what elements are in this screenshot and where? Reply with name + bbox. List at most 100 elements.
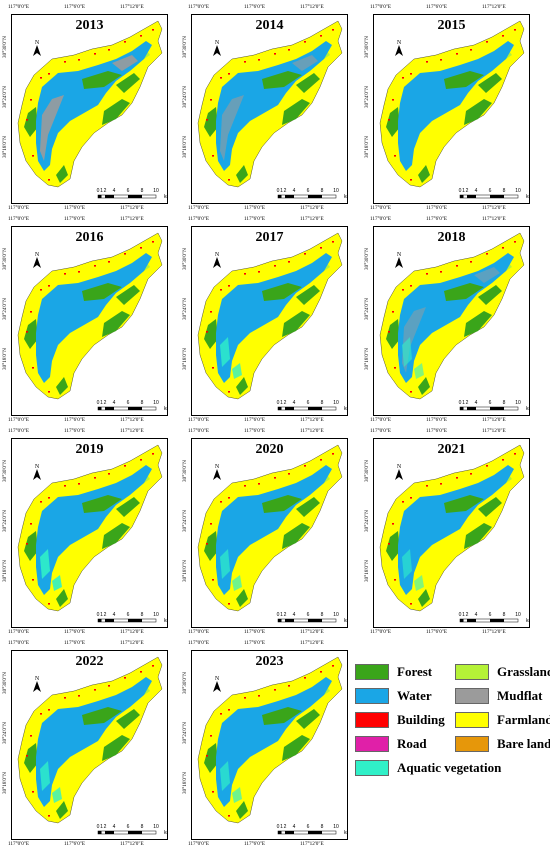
lon-label: 117°6'0"E xyxy=(64,428,86,434)
svg-text:0: 0 xyxy=(97,824,100,830)
forest-patch xyxy=(262,707,302,725)
building-patch xyxy=(392,311,394,313)
lon-label: 117°12'0"E xyxy=(482,4,506,10)
svg-text:10: 10 xyxy=(153,824,159,830)
aquatic-vegetation-area xyxy=(402,337,412,367)
year-title: 2022 xyxy=(75,654,104,669)
svg-text:6: 6 xyxy=(307,188,310,194)
mudflat-area xyxy=(112,55,138,71)
building-patch xyxy=(228,497,230,499)
north-arrow-icon: N xyxy=(395,40,403,56)
forest-patch xyxy=(296,709,320,729)
building-patch xyxy=(48,815,50,817)
building-patch xyxy=(220,501,222,503)
lat-label: 30°18'0"N xyxy=(2,136,8,158)
lat-label: 30°18'0"N xyxy=(182,560,188,582)
svg-text:6: 6 xyxy=(489,612,492,618)
svg-text:4: 4 xyxy=(475,400,478,406)
lon-label: 117°0'0"E xyxy=(370,417,392,423)
svg-text:10: 10 xyxy=(333,400,339,406)
legend-swatch-aquatic-vegetation xyxy=(355,760,389,776)
lon-label: 117°12'0"E xyxy=(482,428,506,434)
building-patch xyxy=(456,265,458,267)
lon-label: 117°0'0"E xyxy=(370,4,392,10)
svg-text:0: 0 xyxy=(459,188,462,194)
lon-label: 117°0'0"E xyxy=(8,417,30,423)
lat-label: 30°24'0"N xyxy=(2,298,8,320)
svg-text:0: 0 xyxy=(97,400,100,406)
lat-label: 30°30'0"N xyxy=(182,460,188,482)
svg-text:4: 4 xyxy=(113,188,116,194)
svg-text:8: 8 xyxy=(321,188,324,194)
building-patch xyxy=(502,459,504,461)
legend-item-farmland: Farmland xyxy=(455,712,550,728)
aquatic-vegetation-area xyxy=(220,549,230,579)
svg-text:N: N xyxy=(397,252,402,258)
lat-label: 30°18'0"N xyxy=(182,136,188,158)
svg-text:10: 10 xyxy=(153,400,159,406)
svg-text:8: 8 xyxy=(141,188,144,194)
forest-patch xyxy=(116,73,140,93)
svg-text:km: km xyxy=(344,618,348,624)
svg-text:km: km xyxy=(164,194,168,200)
lat-label: 30°24'0"N xyxy=(182,86,188,108)
lon-label: 117°6'0"E xyxy=(244,4,266,10)
lat-label: 30°30'0"N xyxy=(182,248,188,270)
svg-text:8: 8 xyxy=(141,612,144,618)
building-patch xyxy=(440,59,442,61)
lon-label: 117°6'0"E xyxy=(426,216,448,222)
building-patch xyxy=(152,453,154,455)
svg-text:4: 4 xyxy=(113,824,116,830)
svg-text:1: 1 xyxy=(280,400,283,406)
building-patch xyxy=(140,35,142,37)
svg-text:10: 10 xyxy=(333,824,339,830)
building-patch xyxy=(470,261,472,263)
building-patch xyxy=(274,53,276,55)
lon-label: 117°6'0"E xyxy=(244,428,266,434)
scale-bar: 0 1 2 4 6 8 10 km xyxy=(277,612,348,624)
water-body xyxy=(398,41,514,171)
north-arrow-icon: N xyxy=(33,40,41,56)
legend: Forest Grassland Water Mudflat Building … xyxy=(355,664,550,776)
svg-text:8: 8 xyxy=(503,612,506,618)
svg-text:km: km xyxy=(344,406,348,412)
building-patch xyxy=(206,119,208,121)
forest-patch xyxy=(204,743,218,773)
svg-text:2: 2 xyxy=(104,400,107,406)
svg-text:8: 8 xyxy=(503,188,506,194)
lon-label: 117°12'0"E xyxy=(482,417,506,423)
aquatic-vegetation-area xyxy=(414,363,424,379)
building-patch xyxy=(48,497,50,499)
svg-text:1: 1 xyxy=(100,612,103,618)
svg-text:6: 6 xyxy=(127,824,130,830)
map-frame: 2021 N 0 1 2 4 6 8 10 km xyxy=(373,438,530,628)
building-patch xyxy=(470,49,472,51)
forest-patch xyxy=(464,523,492,549)
building-patch xyxy=(514,453,516,455)
lat-label: 30°18'0"N xyxy=(364,560,370,582)
scale-bar: 0 1 2 4 6 8 10 km xyxy=(97,188,168,200)
forest-patch xyxy=(444,71,484,89)
forest-patch xyxy=(82,283,122,301)
lon-label: 117°6'0"E xyxy=(244,841,266,847)
mudflat-area xyxy=(40,95,64,161)
svg-text:km: km xyxy=(164,830,168,836)
water-body xyxy=(216,677,332,807)
building-patch xyxy=(392,99,394,101)
forest-patch xyxy=(464,99,492,125)
building-patch xyxy=(30,99,32,101)
lon-label: 117°0'0"E xyxy=(188,629,210,635)
map-panel-2018: 117°0'0"E 117°6'0"E 117°12'0"E 2018 N 0 1 2 4 6 8 1… xyxy=(362,212,530,423)
water-body xyxy=(36,677,152,807)
svg-text:6: 6 xyxy=(489,400,492,406)
building-patch xyxy=(486,41,488,43)
svg-text:2: 2 xyxy=(104,824,107,830)
scale-bar: 0 1 2 4 6 8 10 km xyxy=(97,612,167,624)
building-patch xyxy=(244,697,246,699)
building-patch xyxy=(78,59,80,61)
map-frame: 2020 N 0 1 2 4 6 8 10 km xyxy=(191,438,348,628)
building-patch xyxy=(48,285,50,287)
lat-label: 30°18'0"N xyxy=(182,772,188,794)
building-patch xyxy=(470,473,472,475)
map-frame: 2014 N 0 1 2 4 6 8 10 km xyxy=(191,14,348,204)
